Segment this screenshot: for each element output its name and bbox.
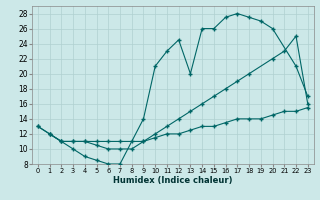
X-axis label: Humidex (Indice chaleur): Humidex (Indice chaleur) xyxy=(113,176,233,185)
